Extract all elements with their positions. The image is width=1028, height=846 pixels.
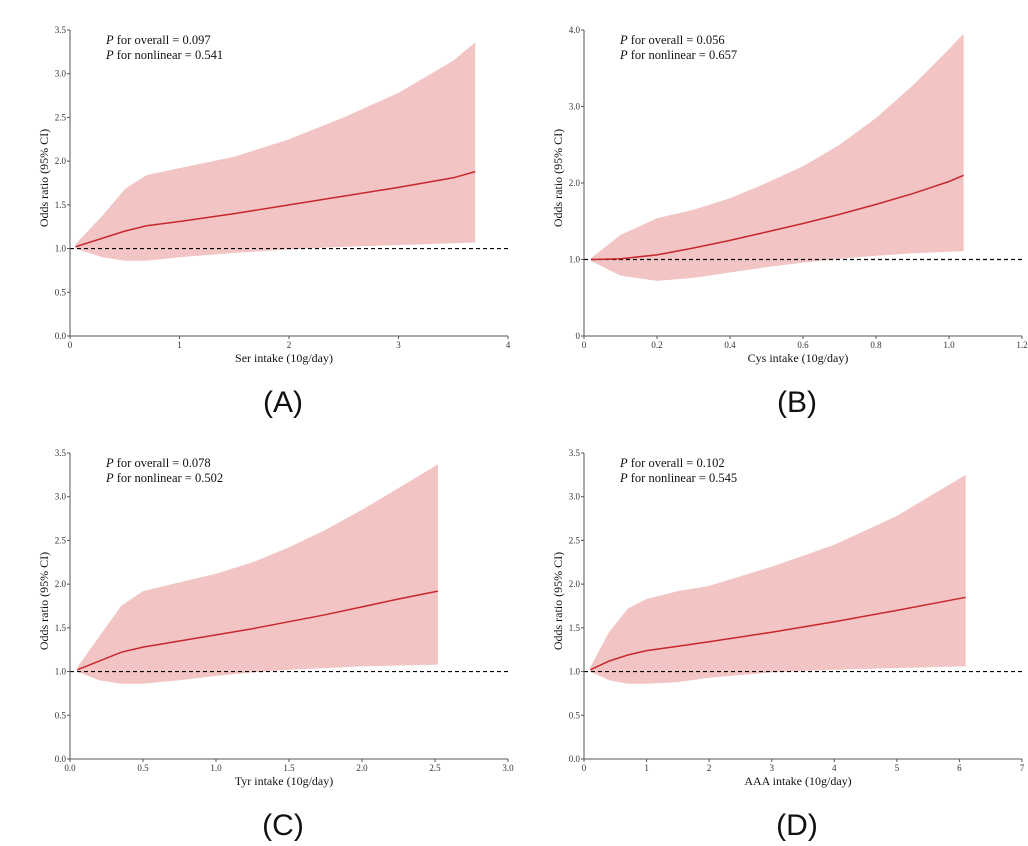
y-tick-label: 2.0 [55, 579, 67, 589]
panel-label: (D) [776, 809, 818, 842]
y-tick-label: 0.0 [55, 331, 67, 341]
y-tick-label: 3.0 [55, 492, 67, 502]
y-tick-label: 0.5 [55, 287, 67, 297]
p-value-annotation: P for nonlinear = 0.541 [105, 48, 223, 62]
y-axis-title: Odds ratio (95% CI) [37, 552, 51, 650]
x-tick-label: 7 [1020, 763, 1025, 773]
confidence-band [75, 42, 476, 261]
y-axis-title: Odds ratio (95% CI) [551, 552, 565, 650]
x-tick-label: 1.5 [283, 763, 295, 773]
x-tick-label: 0 [582, 340, 587, 350]
y-tick-label: 1.0 [569, 667, 581, 677]
y-tick-label: 2.0 [569, 579, 581, 589]
p-value-annotation: P for nonlinear = 0.502 [105, 471, 223, 485]
x-tick-label: 0.5 [137, 763, 149, 773]
x-tick-label: 0 [582, 763, 587, 773]
confidence-band [591, 33, 964, 281]
x-tick-label: 2.5 [429, 763, 441, 773]
y-tick-label: 2.5 [55, 535, 67, 545]
x-tick-label: 2 [707, 763, 712, 773]
x-tick-label: 6 [957, 763, 962, 773]
y-axis-title: Odds ratio (95% CI) [551, 129, 565, 227]
y-tick-label: 2.0 [55, 156, 67, 166]
y-tick-label: 2.0 [569, 178, 581, 188]
x-tick-label: 2.0 [356, 763, 368, 773]
x-tick-label: 4 [832, 763, 837, 773]
y-tick-label: 1.5 [55, 623, 67, 633]
x-tick-label: 0.2 [651, 340, 662, 350]
x-axis-title: Ser intake (10g/day) [235, 351, 333, 365]
x-tick-label: 1.0 [210, 763, 222, 773]
p-value-annotation: P for nonlinear = 0.657 [619, 48, 737, 62]
chart-panel-a: 0.0 0.5 1.0 1.5 2.0 2.5 3.0 3.5 0 1 2 3 4 Ser intake … [37, 25, 511, 419]
y-tick-label: 4.0 [569, 25, 581, 35]
x-tick-label: 3.0 [502, 763, 514, 773]
odds-ratio-curve [589, 596, 966, 671]
x-tick-label: 0.4 [724, 340, 736, 350]
x-axis-title: Tyr intake (10g/day) [235, 774, 333, 788]
y-tick-label: 1.5 [569, 623, 581, 633]
confidence-band [77, 464, 438, 684]
y-tick-label: 0.5 [569, 710, 581, 720]
y-tick-label: 3.5 [55, 448, 67, 458]
odds-ratio-curve [77, 590, 439, 671]
panel-label: (B) [777, 386, 817, 419]
x-tick-label: 1.2 [1016, 340, 1027, 350]
x-axis-title: Cys intake (10g/day) [748, 351, 849, 365]
chart-panel-c: 0.0 0.5 1.0 1.5 2.0 2.5 3.0 3.5 0.0 0.5 1.0 1.5 2.0 2… [37, 448, 514, 842]
y-tick-label: 1.0 [569, 255, 581, 265]
y-tick-label: 3.5 [569, 448, 581, 458]
y-tick-label: 1.0 [55, 244, 67, 254]
odds-ratio-curve [591, 174, 964, 261]
x-tick-label: 1.0 [943, 340, 955, 350]
x-tick-label: 0.6 [797, 340, 809, 350]
p-value-annotation: P for overall = 0.097 [105, 33, 211, 47]
y-tick-label: 0 [576, 331, 581, 341]
y-tick-label: 3.0 [569, 492, 581, 502]
y-tick-label: 0.5 [55, 710, 67, 720]
confidence-band [590, 474, 966, 684]
panel-label: (C) [262, 809, 304, 842]
y-tick-label: 1.0 [55, 667, 67, 677]
y-tick-label: 0.0 [55, 754, 67, 764]
y-tick-label: 2.5 [55, 112, 67, 122]
panel-label: (A) [263, 386, 303, 419]
x-tick-label: 3 [396, 340, 401, 350]
chart-panel-d: 0.0 0.5 1.0 1.5 2.0 2.5 3.0 3.5 0 1 2 3 4 5 6 7 AAA inta… [551, 448, 1025, 842]
y-tick-label: 0.0 [569, 754, 581, 764]
y-tick-label: 2.5 [569, 535, 581, 545]
x-tick-label: 0.0 [64, 763, 76, 773]
y-tick-label: 3.0 [569, 102, 581, 112]
x-tick-label: 1 [644, 763, 649, 773]
p-value-annotation: P for overall = 0.102 [619, 456, 725, 470]
x-tick-label: 2 [287, 340, 292, 350]
x-tick-label: 0.8 [870, 340, 882, 350]
p-value-annotation: P for overall = 0.078 [105, 456, 211, 470]
chart-panel-b: 0 1.0 2.0 3.0 4.0 0 0.2 0.4 0.6 0.8 1.0 1.2 Cys inta… [551, 25, 1028, 419]
y-axis-title: Odds ratio (95% CI) [37, 129, 51, 227]
odds-ratio-curve [75, 170, 476, 248]
p-value-annotation: P for overall = 0.056 [619, 33, 725, 47]
p-value-annotation: P for nonlinear = 0.545 [619, 471, 737, 485]
x-tick-label: 1 [177, 340, 182, 350]
x-tick-label: 4 [506, 340, 511, 350]
x-tick-label: 3 [769, 763, 774, 773]
y-tick-label: 1.5 [55, 200, 67, 210]
x-tick-label: 5 [895, 763, 900, 773]
y-tick-label: 3.5 [55, 25, 67, 35]
x-axis-title: AAA intake (10g/day) [744, 774, 851, 788]
x-tick-label: 0 [68, 340, 73, 350]
y-tick-label: 3.0 [55, 69, 67, 79]
